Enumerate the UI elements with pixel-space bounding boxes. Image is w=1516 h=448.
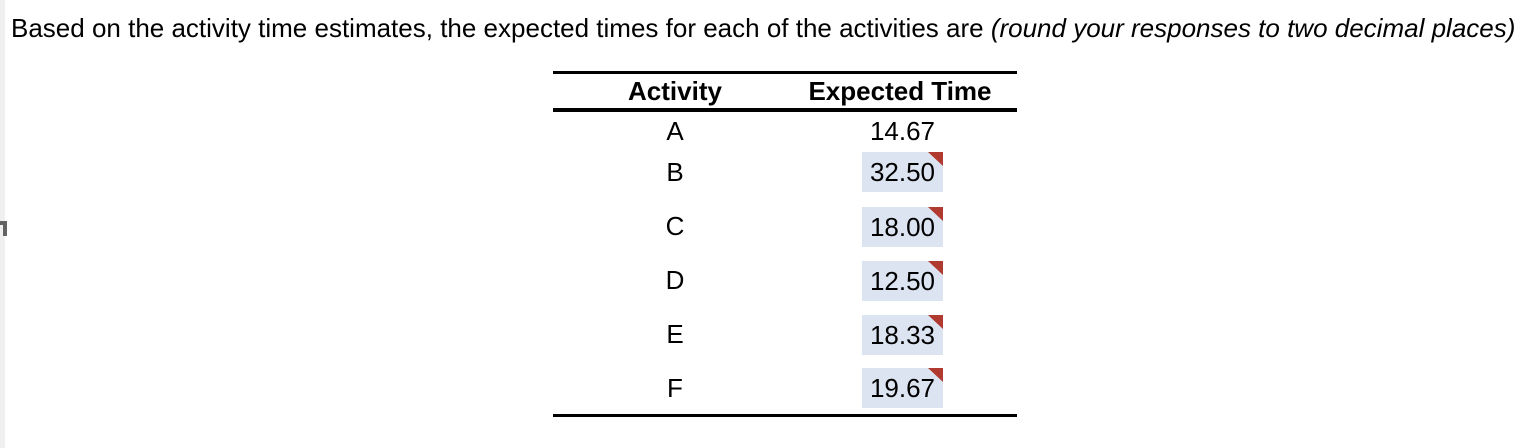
table-row (862, 207, 943, 247)
table-row (862, 152, 943, 192)
expected-time-value-a: 14.67 (869, 116, 936, 146)
table-row (862, 368, 943, 408)
table-rule-header (553, 108, 1017, 112)
activity-label-b: B (666, 157, 684, 187)
expected-time-input-f[interactable] (862, 368, 943, 408)
activity-label-d: D (665, 265, 685, 295)
expected-time-input-d[interactable] (862, 261, 943, 301)
question-rounding-note: (round your responses to two decimal pla… (990, 13, 1516, 43)
activity-label-c: C (665, 211, 685, 241)
table-row (862, 315, 943, 355)
clipped-text-fragment (0, 221, 7, 236)
column-header-expected-time: Expected Time (808, 76, 992, 106)
activity-label-a: A (666, 116, 684, 146)
table-rule-top (553, 71, 1017, 74)
activity-label-e: E (666, 319, 684, 349)
question-text-main: Based on the activity time estimates, th… (11, 13, 991, 43)
activity-label-f: F (667, 373, 683, 403)
expected-time-input-b[interactable] (862, 152, 943, 192)
expected-time-input-e[interactable] (862, 315, 943, 355)
column-header-activity: Activity (628, 76, 722, 106)
question-text: Based on the activity time estimates, th… (11, 11, 1515, 45)
expected-time-table: Activity Expected Time A 14.67 B C D E F (553, 71, 1017, 420)
expected-time-input-c[interactable] (862, 207, 943, 247)
table-rule-bottom (553, 414, 1017, 417)
table-row (862, 261, 943, 301)
